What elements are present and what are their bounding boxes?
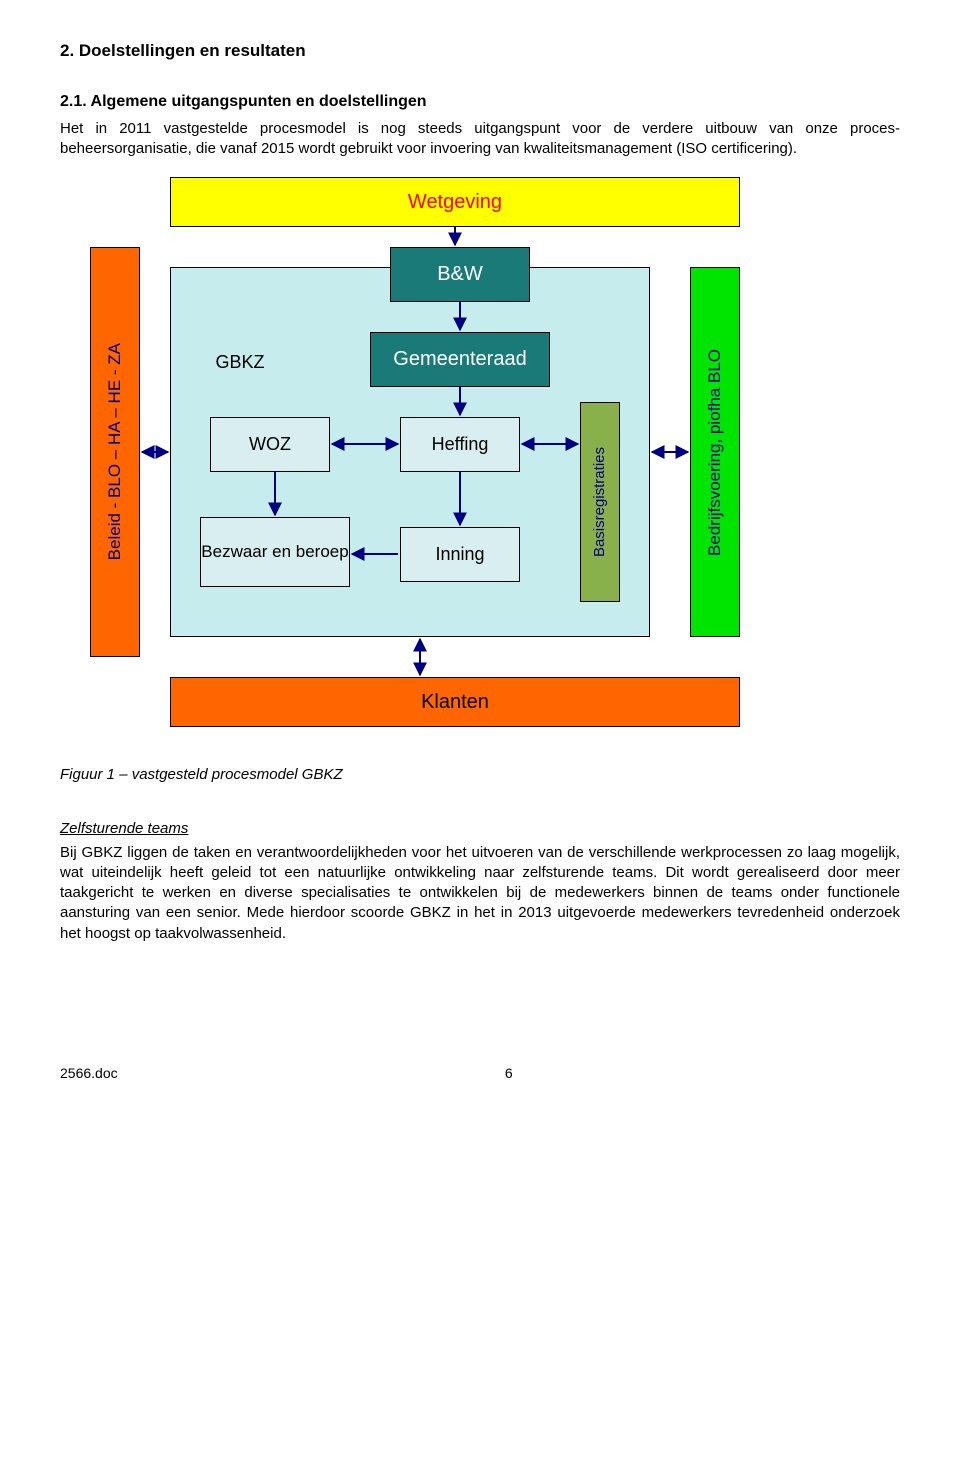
diagram-node-bezwaar: Bezwaar en beroep — [200, 517, 350, 587]
teams-paragraph: Bij GBKZ liggen de taken en verantwoorde… — [60, 843, 900, 944]
diagram-node-gbkz_label: GBKZ — [200, 347, 280, 377]
page-number: 6 — [60, 1064, 900, 1083]
diagram-node-heffing: Heffing — [400, 417, 520, 472]
diagram-node-woz: WOZ — [210, 417, 330, 472]
intro-paragraph: Het in 2011 vastgestelde procesmodel is … — [60, 119, 900, 160]
process-model-diagram: Wetgeving Beleid - BLO – HA – HE - ZA GBKZ… — [90, 177, 810, 737]
diagram-node-bedrijfs: Bedrijfsvoering, piofha BLO — [690, 267, 740, 637]
diagram-node-bw: B&W — [390, 247, 530, 302]
section-title: 2. Doelstellingen en resultaten — [60, 40, 900, 63]
doc-ref: 2566.doc — [60, 1064, 118, 1083]
diagram-node-basisreg: Basisregistraties — [580, 402, 620, 602]
subsection-title: 2.1. Algemene uitgangspunten en doelstel… — [60, 91, 900, 113]
diagram-node-klanten: Klanten — [170, 677, 740, 727]
page-footer: 2566.doc 6 — [60, 1064, 900, 1083]
diagram-node-beleid: Beleid - BLO – HA – HE - ZA — [90, 247, 140, 657]
teams-heading: Zelfsturende teams — [60, 819, 900, 839]
diagram-node-inning: Inning — [400, 527, 520, 582]
diagram-node-wetgeving: Wetgeving — [170, 177, 740, 227]
figure-caption: Figuur 1 – vastgesteld procesmodel GBKZ — [60, 765, 900, 785]
diagram-node-raad: Gemeenteraad — [370, 332, 550, 387]
